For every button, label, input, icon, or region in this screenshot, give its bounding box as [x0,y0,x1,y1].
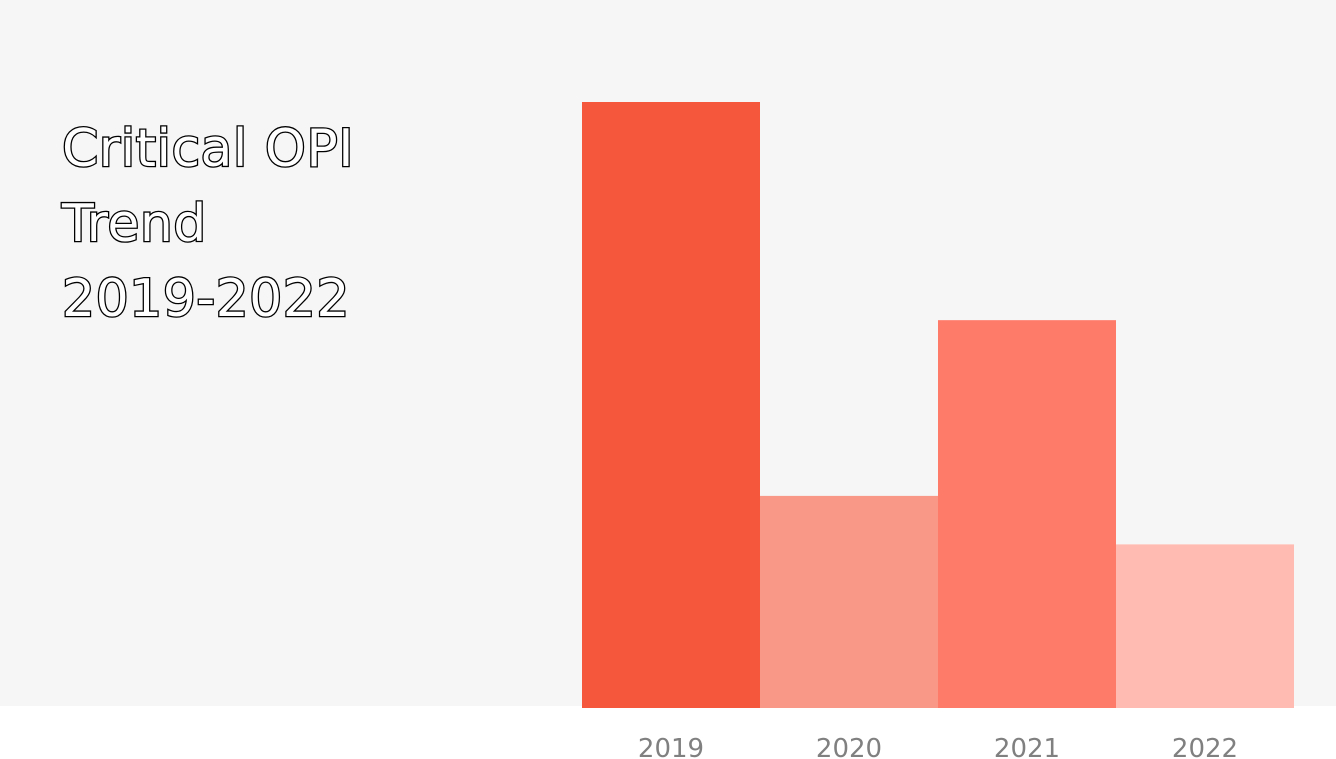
bar-2020 [760,495,938,708]
chart-title-line-3: 2019-2022 [61,268,351,331]
chart-title-line-1: Critical OPI [61,118,355,181]
x-tick-label-2021: 2021 [994,734,1060,759]
x-tick-label-2019: 2019 [638,734,704,759]
bar-2019 [582,102,760,708]
x-tick-label-2022: 2022 [1172,734,1238,759]
bar-2021 [938,320,1116,708]
chart-title: Critical OPI Trend 2019-2022 [61,112,355,337]
chart-title-line-2: Trend [61,193,208,256]
bars-group [582,102,1294,708]
bar-2022 [1116,544,1294,708]
x-tick-labels: 2019 2020 2021 2022 [638,734,1238,759]
x-tick-label-2020: 2020 [816,734,882,759]
